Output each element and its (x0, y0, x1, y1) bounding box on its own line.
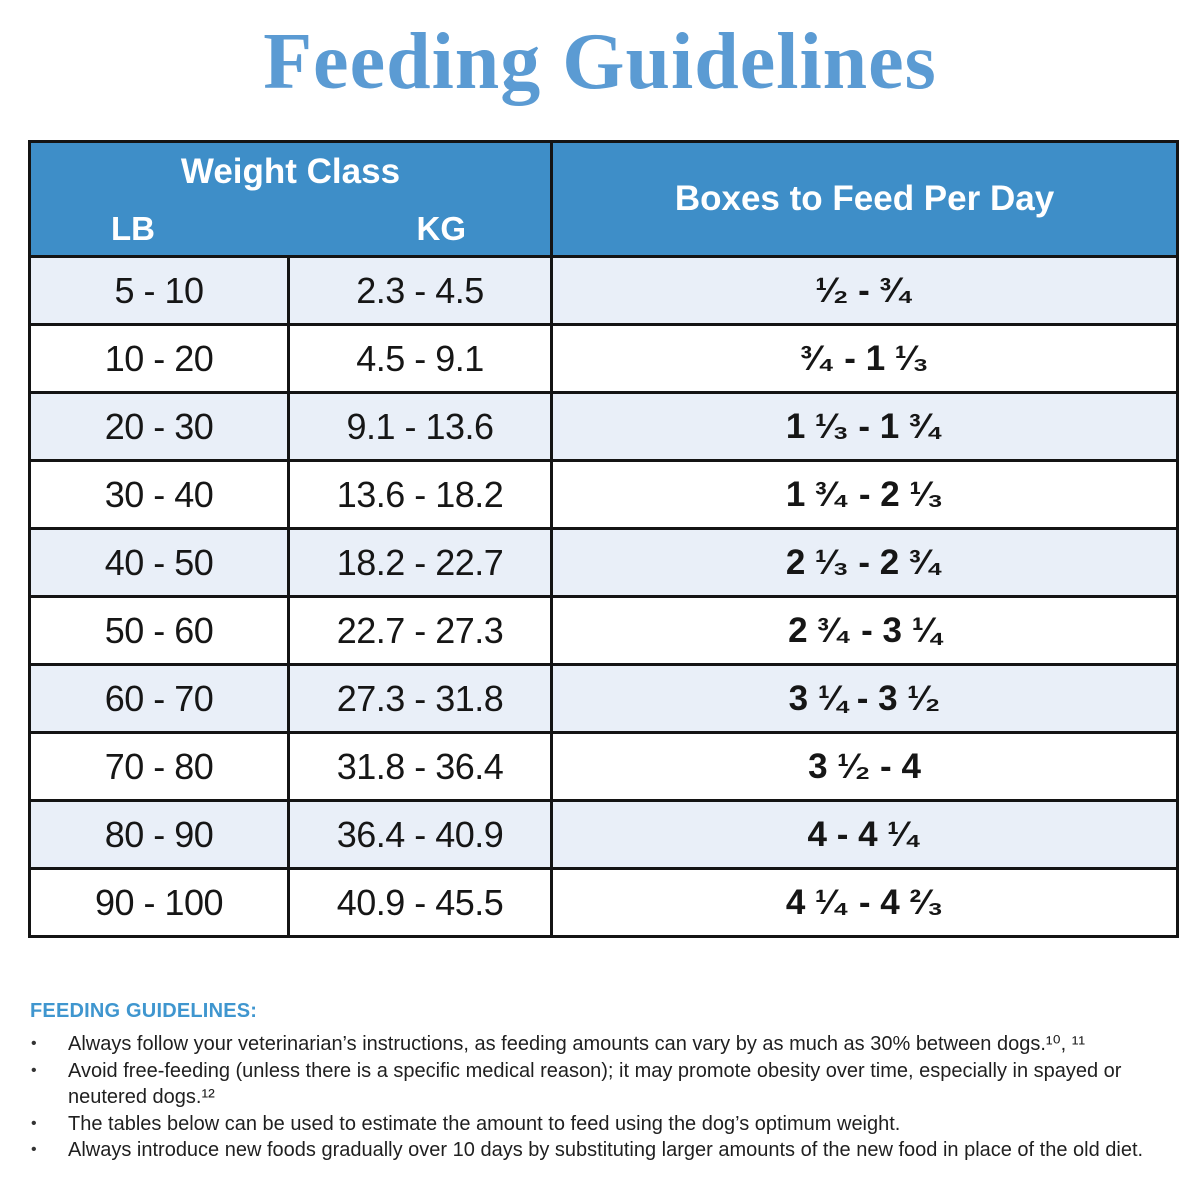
cell-boxes: 4 ¹⁄₄ - 4 ²⁄₃ (550, 867, 1179, 938)
cell-kg: 31.8 - 36.4 (287, 731, 553, 802)
cell-lb: 5 - 10 (28, 255, 290, 326)
table-row: 80 - 90 36.4 - 40.9 4 - 4 ¹⁄₄ (28, 799, 1179, 870)
cell-boxes: 1 ³⁄₄ - 2 ¹⁄₃ (550, 459, 1179, 530)
cell-kg: 22.7 - 27.3 (287, 595, 553, 666)
header-boxes-per-day: Boxes to Feed Per Day (550, 140, 1179, 258)
feeding-table: Weight Class LB KG Boxes to Feed Per Day… (28, 140, 1179, 938)
page-title: Feeding Guidelines (263, 18, 937, 106)
footer-bullet: Avoid free-feeding (unless there is a sp… (30, 1058, 1180, 1111)
table-row: 50 - 60 22.7 - 27.3 2 ³⁄₄ - 3 ¼ (28, 595, 1179, 666)
header-weight-class: Weight Class LB KG (28, 140, 553, 258)
cell-lb: 90 - 100 (28, 867, 290, 938)
lb-column-label: LB (111, 210, 155, 247)
footer-heading: FEEDING GUIDELINES: (30, 1000, 258, 1022)
cell-kg: 2.3 - 4.5 (287, 255, 553, 326)
weight-class-label: Weight Class (180, 152, 401, 191)
kg-column-label: KG (416, 210, 467, 247)
cell-kg: 13.6 - 18.2 (287, 459, 553, 530)
cell-boxes: 3 ¼ - 3 ¹⁄₂ (550, 663, 1179, 734)
cell-lb: 60 - 70 (28, 663, 290, 734)
table-row: 30 - 40 13.6 - 18.2 1 ³⁄₄ - 2 ¹⁄₃ (28, 459, 1179, 530)
cell-boxes: 4 - 4 ¹⁄₄ (550, 799, 1179, 870)
cell-boxes: 1 ¹⁄₃ - 1 ³⁄₄ (550, 391, 1179, 462)
footer-bullet: The tables below can be used to estimate… (30, 1111, 1180, 1138)
table-row: 20 - 30 9.1 - 13.6 1 ¹⁄₃ - 1 ³⁄₄ (28, 391, 1179, 462)
table-row: 70 - 80 31.8 - 36.4 3 ¹⁄₂ - 4 (28, 731, 1179, 802)
cell-kg: 40.9 - 45.5 (287, 867, 553, 938)
cell-lb: 10 - 20 (28, 323, 290, 394)
footer-notes: FEEDING GUIDELINES: Always follow your v… (30, 1000, 1180, 1164)
cell-lb: 80 - 90 (28, 799, 290, 870)
cell-lb: 30 - 40 (28, 459, 290, 530)
table-row: 60 - 70 27.3 - 31.8 3 ¼ - 3 ¹⁄₂ (28, 663, 1179, 734)
cell-boxes: 2 ¹⁄₃ - 2 ³⁄₄ (550, 527, 1179, 598)
footer-bullet: Always follow your veterinarian’s instru… (30, 1031, 1180, 1058)
cell-lb: 70 - 80 (28, 731, 290, 802)
table-row: 90 - 100 40.9 - 45.5 4 ¹⁄₄ - 4 ²⁄₃ (28, 867, 1179, 938)
table-row: 10 - 20 4.5 - 9.1 ³⁄₄ - 1 ¹⁄₃ (28, 323, 1179, 394)
footer-bullet-list: Always follow your veterinarian’s instru… (30, 1031, 1180, 1164)
cell-boxes: 3 ¹⁄₂ - 4 (550, 731, 1179, 802)
table-row: 40 - 50 18.2 - 22.7 2 ¹⁄₃ - 2 ³⁄₄ (28, 527, 1179, 598)
cell-kg: 18.2 - 22.7 (287, 527, 553, 598)
cell-boxes: 2 ³⁄₄ - 3 ¼ (550, 595, 1179, 666)
cell-lb: 40 - 50 (28, 527, 290, 598)
table-row: 5 - 10 2.3 - 4.5 ¹⁄₂ - ³⁄₄ (28, 255, 1179, 326)
cell-kg: 36.4 - 40.9 (287, 799, 553, 870)
footer-bullet: Always introduce new foods gradually ove… (30, 1137, 1180, 1164)
table-header-row: Weight Class LB KG Boxes to Feed Per Day (28, 140, 1179, 258)
cell-kg: 9.1 - 13.6 (287, 391, 553, 462)
cell-kg: 4.5 - 9.1 (287, 323, 553, 394)
cell-lb: 20 - 30 (28, 391, 290, 462)
cell-boxes: ³⁄₄ - 1 ¹⁄₃ (550, 323, 1179, 394)
cell-lb: 50 - 60 (28, 595, 290, 666)
cell-kg: 27.3 - 31.8 (287, 663, 553, 734)
cell-boxes: ¹⁄₂ - ³⁄₄ (550, 255, 1179, 326)
